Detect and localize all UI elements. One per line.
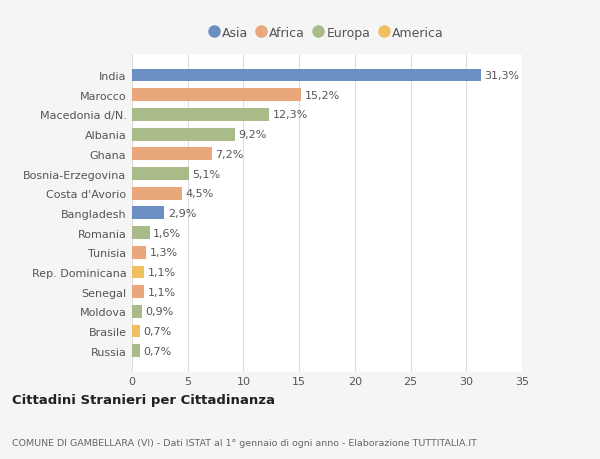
Bar — [132, 227, 150, 240]
Legend: Asia, Africa, Europa, America: Asia, Africa, Europa, America — [211, 27, 443, 39]
Text: 5,1%: 5,1% — [192, 169, 220, 179]
Text: 9,2%: 9,2% — [238, 130, 266, 140]
Bar — [132, 109, 269, 122]
Text: Cittadini Stranieri per Cittadinanza: Cittadini Stranieri per Cittadinanza — [12, 393, 275, 406]
Text: 12,3%: 12,3% — [272, 110, 308, 120]
Bar — [132, 187, 182, 200]
Bar — [132, 266, 144, 279]
Bar — [132, 246, 146, 259]
Text: 31,3%: 31,3% — [484, 71, 519, 81]
Text: 7,2%: 7,2% — [215, 150, 244, 159]
Bar — [132, 207, 164, 220]
Text: 2,9%: 2,9% — [167, 208, 196, 218]
Text: 4,5%: 4,5% — [185, 189, 214, 199]
Bar — [132, 325, 140, 338]
Text: 1,6%: 1,6% — [153, 228, 181, 238]
Bar — [132, 285, 144, 298]
Text: 15,2%: 15,2% — [305, 90, 340, 101]
Bar — [132, 148, 212, 161]
Text: 1,1%: 1,1% — [148, 268, 176, 277]
Text: 1,3%: 1,3% — [150, 248, 178, 258]
Bar — [132, 89, 301, 102]
Bar — [132, 168, 189, 180]
Bar — [132, 305, 142, 318]
Bar — [132, 345, 140, 358]
Bar — [132, 69, 481, 82]
Text: 0,7%: 0,7% — [143, 346, 172, 356]
Text: 0,9%: 0,9% — [145, 307, 173, 317]
Text: 0,7%: 0,7% — [143, 326, 172, 336]
Bar — [132, 129, 235, 141]
Text: 1,1%: 1,1% — [148, 287, 176, 297]
Text: COMUNE DI GAMBELLARA (VI) - Dati ISTAT al 1° gennaio di ogni anno - Elaborazione: COMUNE DI GAMBELLARA (VI) - Dati ISTAT a… — [12, 438, 477, 448]
